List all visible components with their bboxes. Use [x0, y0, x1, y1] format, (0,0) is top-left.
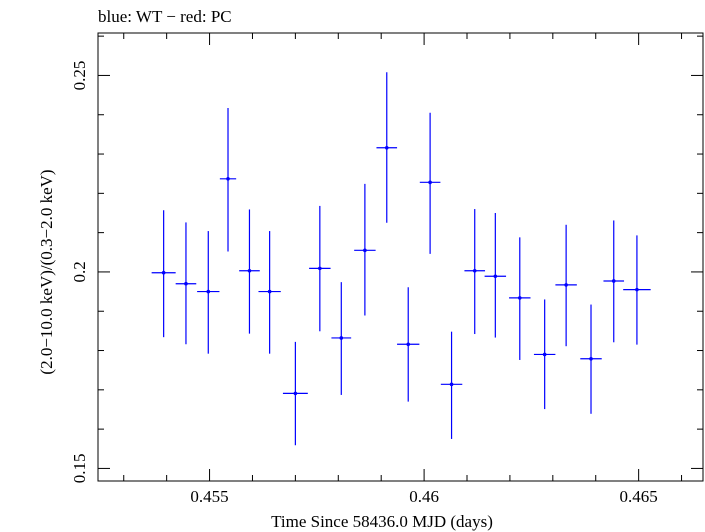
y-tick-label: 0.15 — [70, 454, 89, 484]
data-point — [309, 205, 331, 332]
data-point — [603, 220, 625, 343]
y-tick-label: 0.2 — [70, 261, 89, 282]
point-marker — [206, 289, 211, 294]
data-point — [282, 341, 308, 446]
x-tick-labels: 0.455 0.46 0.465 — [190, 487, 657, 506]
data-point — [509, 237, 531, 360]
point-marker — [406, 342, 411, 347]
data-point — [623, 235, 651, 345]
data-point — [440, 331, 463, 439]
point-marker — [611, 279, 616, 283]
plot-frame — [97, 32, 704, 482]
x-axis-label: Time Since 58436.0 MJD (days) — [271, 512, 493, 531]
data-point — [151, 210, 176, 338]
point-marker — [363, 248, 367, 253]
point-marker — [267, 289, 272, 294]
data-point — [331, 282, 352, 395]
data-point — [219, 108, 237, 252]
data-point — [258, 231, 281, 354]
data-point — [555, 224, 577, 347]
data-point — [580, 304, 602, 414]
point-marker — [161, 270, 166, 275]
point-marker — [472, 268, 477, 273]
axis-ticks — [98, 33, 703, 481]
point-marker — [589, 356, 593, 361]
y-tick-label: 0.25 — [70, 61, 89, 91]
x-tick-label: 0.46 — [409, 487, 439, 506]
data-point — [484, 212, 507, 338]
y-axis-label: (2.0−10.0 keV)/(0.3−2.0 keV) — [37, 169, 56, 374]
point-marker — [339, 336, 344, 340]
data-point — [197, 231, 220, 354]
chart-title: blue: WT − red: PC — [98, 7, 232, 26]
point-marker — [635, 287, 639, 292]
point-marker — [293, 391, 298, 396]
x-tick-label: 0.465 — [620, 487, 658, 506]
point-marker — [184, 281, 188, 286]
point-marker — [449, 382, 454, 387]
data-point — [376, 72, 398, 223]
point-marker — [428, 180, 432, 185]
data-point — [533, 299, 556, 410]
point-marker — [384, 145, 389, 150]
point-marker — [318, 266, 322, 271]
data-point — [354, 183, 376, 316]
point-marker — [226, 176, 230, 181]
data-series — [151, 72, 651, 446]
data-point — [419, 112, 441, 254]
point-marker — [564, 283, 568, 287]
point-marker — [247, 268, 252, 273]
data-point — [464, 209, 486, 335]
point-marker — [542, 352, 547, 357]
x-tick-label: 0.455 — [190, 487, 228, 506]
point-marker — [517, 296, 522, 300]
y-tick-labels: 0.15 0.2 0.25 — [70, 61, 89, 484]
data-point — [397, 287, 420, 402]
point-marker — [493, 274, 498, 279]
data-point — [175, 222, 197, 345]
data-point — [239, 209, 260, 334]
